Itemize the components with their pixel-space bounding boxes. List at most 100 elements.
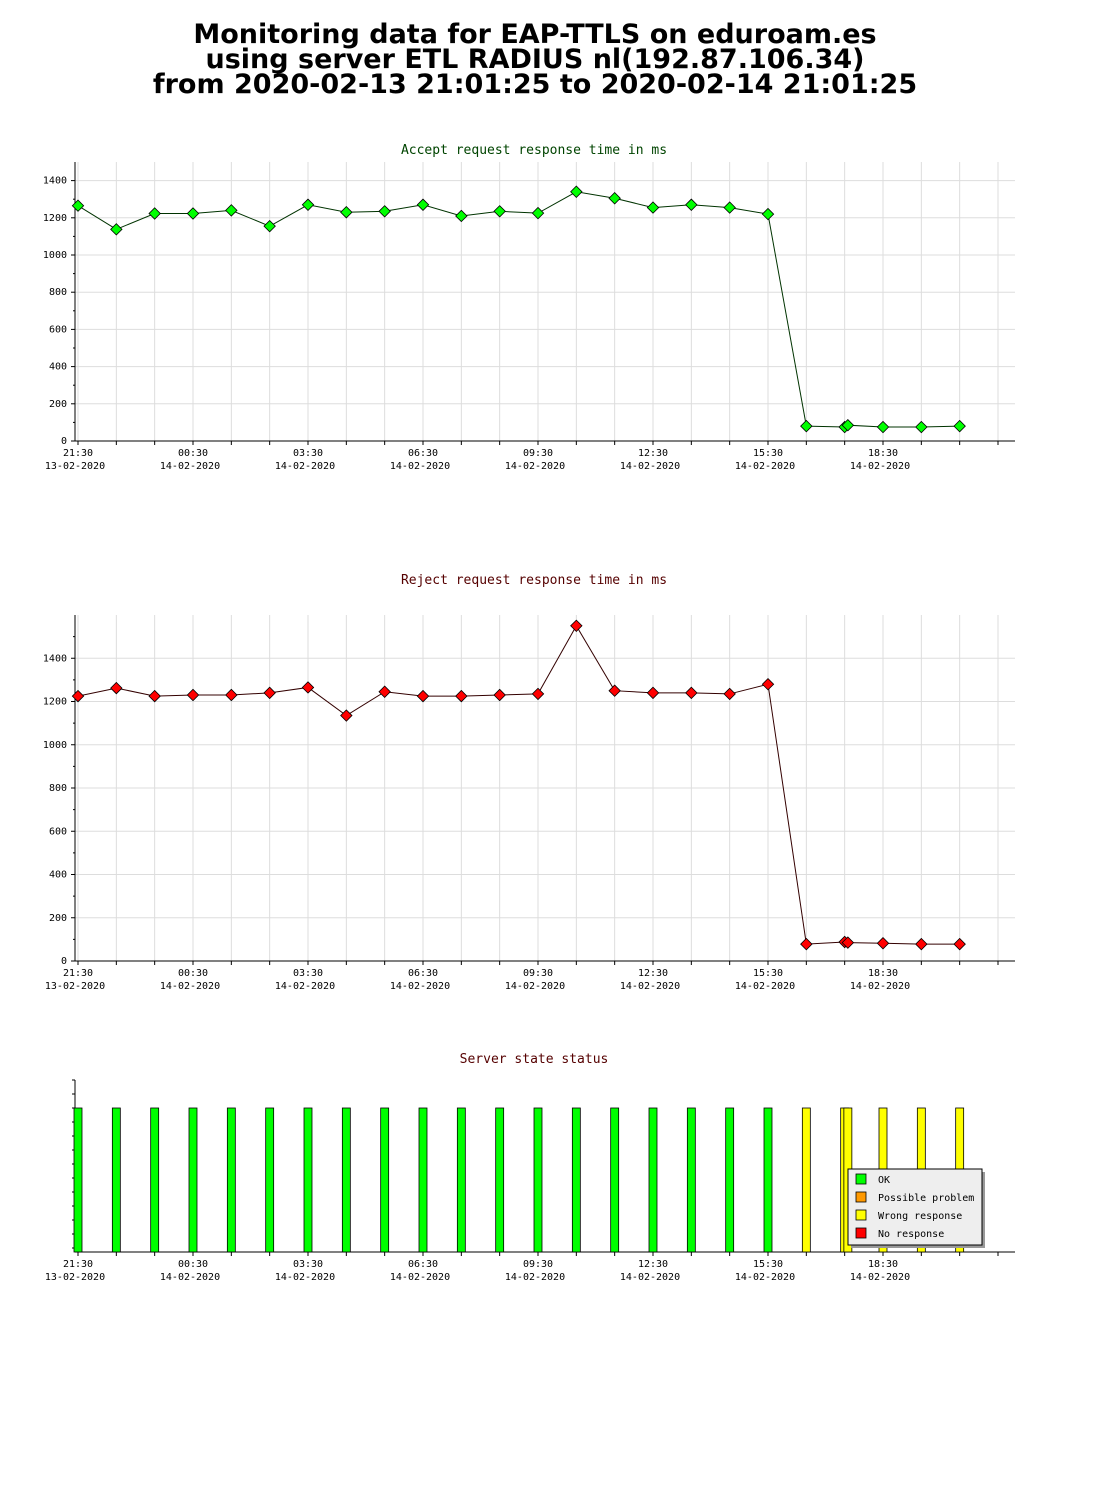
x-tick-label-date: 14-02-2020: [620, 1272, 680, 1283]
legend-label: OK: [878, 1175, 890, 1186]
data-point: [148, 689, 161, 703]
x-tick-label-time: 15:30: [753, 1259, 783, 1270]
data-point: [416, 689, 430, 703]
status-bar: [763, 1107, 773, 1253]
x-tick-label-date: 14-02-2020: [505, 461, 565, 472]
series-line: [77, 191, 960, 428]
data-point: [148, 207, 161, 220]
page-title-line-2: using server ETL RADIUS nl(192.87.106.34…: [205, 44, 865, 75]
data-point: [455, 689, 468, 703]
page-title-line-1: Monitoring data for EAP-TTLS on eduroam.…: [193, 19, 877, 50]
x-tick-label-time: 06:30: [408, 1259, 438, 1270]
status-bar: [571, 1107, 581, 1253]
y-tick-label: 1200: [43, 213, 67, 224]
data-point: [685, 198, 698, 212]
status-bar: [533, 1107, 543, 1253]
chart-title: Accept request response time in ms: [401, 143, 667, 158]
x-tick-label-time: 00:30: [178, 448, 208, 459]
x-tick-label-date: 14-02-2020: [735, 461, 795, 472]
x-tick-label-time: 12:30: [638, 448, 668, 459]
data-point: [71, 689, 85, 703]
data-point: [378, 685, 391, 698]
data-point: [340, 205, 353, 219]
legend-swatch: [855, 1209, 867, 1221]
x-tick-label-date: 14-02-2020: [275, 981, 335, 992]
status-bar: [226, 1107, 236, 1253]
data-point: [301, 681, 315, 694]
status-bar: [265, 1107, 275, 1253]
x-tick-label-time: 21:30: [63, 1259, 93, 1270]
data-point: [646, 201, 660, 214]
x-tick-label-time: 12:30: [638, 968, 668, 979]
page-title: Monitoring data for EAP-TTLS on eduroam.…: [0, 19, 1070, 98]
data-point: [915, 937, 928, 951]
legend-swatch: [855, 1173, 867, 1185]
series-line: [77, 624, 960, 945]
chart-3: Server state status 21:30 13-02-2020 00:30 1…: [45, 1052, 1015, 1283]
x-tick-label-date: 14-02-2020: [620, 461, 680, 472]
x-tick-label-date: 14-02-2020: [160, 461, 220, 472]
y-tick-label: 0: [61, 436, 67, 447]
x-tick-label-date: 14-02-2020: [850, 1272, 910, 1283]
x-tick-label-date: 14-02-2020: [390, 981, 450, 992]
status-bar: [150, 1107, 160, 1253]
y-tick-label: 600: [49, 324, 67, 335]
x-tick-label-date: 14-02-2020: [390, 461, 450, 472]
x-tick-label-date: 14-02-2020: [850, 461, 910, 472]
x-tick-label-time: 18:30: [868, 1259, 898, 1270]
x-tick-label-date: 14-02-2020: [620, 981, 680, 992]
x-tick-label-time: 09:30: [523, 448, 553, 459]
data-point: [876, 420, 890, 434]
x-tick-label-date: 14-02-2020: [735, 981, 795, 992]
x-tick-label-time: 03:30: [293, 1259, 323, 1270]
data-point: [263, 686, 276, 700]
status-bar: [418, 1107, 428, 1253]
status-bar: [801, 1107, 811, 1253]
data-point: [531, 687, 545, 701]
x-tick-label-time: 03:30: [293, 448, 323, 459]
x-tick-label-time: 15:30: [753, 448, 783, 459]
y-tick-label: 1000: [43, 250, 67, 261]
data-point: [416, 198, 430, 212]
status-bar: [686, 1107, 696, 1253]
status-bar: [341, 1107, 351, 1253]
data-point: [953, 937, 966, 951]
y-tick-label: 400: [49, 362, 67, 373]
x-tick-label-time: 00:30: [178, 1259, 208, 1270]
data-point: [455, 209, 468, 223]
x-tick-label-date: 14-02-2020: [505, 1272, 565, 1283]
data-point: [531, 206, 545, 220]
status-bar: [73, 1107, 83, 1253]
x-tick-label-time: 09:30: [523, 1259, 553, 1270]
x-tick-label-date: 14-02-2020: [390, 1272, 450, 1283]
status-bar: [725, 1107, 735, 1253]
data-point: [915, 420, 928, 434]
x-tick-label-date: 13-02-2020: [45, 1272, 105, 1283]
status-bar: [380, 1107, 390, 1253]
data-point: [225, 688, 238, 702]
legend-label: No response: [878, 1229, 944, 1240]
y-tick-label: 0: [61, 956, 67, 967]
data-point: [493, 688, 506, 702]
x-tick-label-time: 21:30: [63, 968, 93, 979]
x-tick-label-time: 06:30: [408, 448, 438, 459]
data-point: [953, 419, 966, 433]
x-tick-label-time: 15:30: [753, 968, 783, 979]
chart-1: Accept request response time in ms 0 200 40…: [43, 143, 1015, 472]
status-bar: [303, 1107, 313, 1253]
data-point: [110, 223, 123, 236]
x-tick-label-time: 00:30: [178, 968, 208, 979]
data-point: [646, 686, 660, 700]
legend-box: [847, 1168, 983, 1246]
data-point: [841, 936, 855, 949]
data-point: [186, 207, 200, 220]
chart-title: Reject request response time in ms: [401, 573, 667, 588]
chart-title: Server state status: [460, 1052, 609, 1067]
data-point: [340, 709, 353, 722]
x-tick-label-time: 06:30: [408, 968, 438, 979]
data-point: [608, 192, 621, 205]
x-tick-label-date: 14-02-2020: [160, 981, 220, 992]
legend-swatch: [855, 1227, 867, 1239]
x-tick-label-date: 14-02-2020: [275, 461, 335, 472]
data-point: [301, 198, 315, 212]
